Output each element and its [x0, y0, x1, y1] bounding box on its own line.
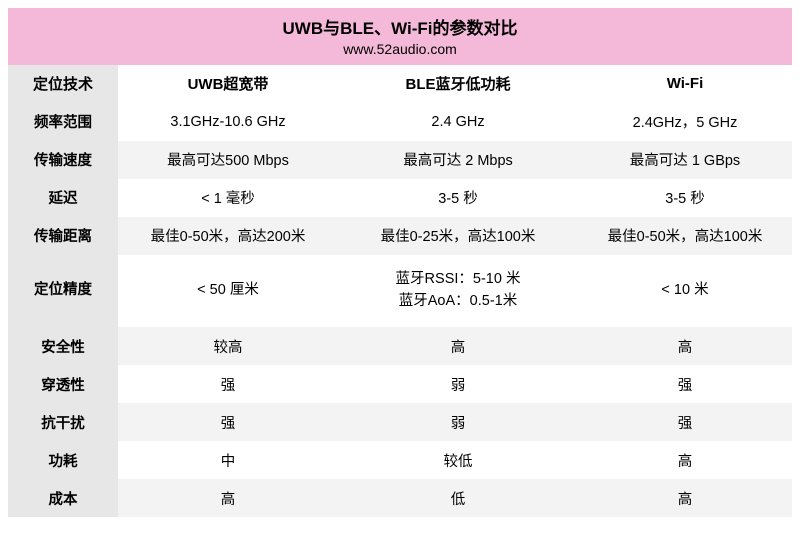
- table-cell: 较高: [118, 327, 338, 365]
- table-cell: 弱: [338, 365, 578, 403]
- table-row: 传输速度最高可达500 Mbps最高可达 2 Mbps最高可达 1 GBps: [8, 141, 792, 179]
- comparison-table: UWB与BLE、Wi-Fi的参数对比 www.52audio.com 定位技术 …: [8, 8, 792, 518]
- table-cell: 最佳0-50米，高达200米: [118, 217, 338, 255]
- table-cell: 高: [118, 479, 338, 517]
- table-row: 定位精度< 50 厘米蓝牙RSSI：5-10 米蓝牙AoA：0.5-1米< 10…: [8, 255, 792, 328]
- row-label: 抗干扰: [8, 403, 118, 441]
- table-cell: 最高可达 1 GBps: [578, 141, 792, 179]
- row-label: 功耗: [8, 441, 118, 479]
- col-header-uwb: UWB超宽带: [118, 65, 338, 103]
- col-header-label: 定位技术: [8, 65, 118, 103]
- table-cell: 强: [118, 403, 338, 441]
- table-cell: 中: [118, 441, 338, 479]
- col-header-ble: BLE蓝牙低功耗: [338, 65, 578, 103]
- row-label: 传输速度: [8, 141, 118, 179]
- table-row: 功耗中较低高: [8, 441, 792, 479]
- table-cell: 强: [578, 365, 792, 403]
- table-cell: < 1 毫秒: [118, 179, 338, 217]
- table-cell: 高: [578, 479, 792, 517]
- table-cell: 3.1GHz-10.6 GHz: [118, 103, 338, 141]
- table-cell: 最佳0-50米，高达100米: [578, 217, 792, 255]
- table-cell: 强: [578, 403, 792, 441]
- table-cell: 最高可达500 Mbps: [118, 141, 338, 179]
- table-cell: 最佳0-25米，高达100米: [338, 217, 578, 255]
- table-row: 成本高低高: [8, 479, 792, 517]
- table-cell: 高: [578, 327, 792, 365]
- row-label: 定位精度: [8, 255, 118, 328]
- table-cell: 最高可达 2 Mbps: [338, 141, 578, 179]
- subtitle-row: www.52audio.com: [8, 41, 792, 65]
- table-cell: 3-5 秒: [578, 179, 792, 217]
- table-cell: 2.4 GHz: [338, 103, 578, 141]
- table-title: UWB与BLE、Wi-Fi的参数对比: [8, 8, 792, 41]
- table-cell: 2.4GHz，5 GHz: [578, 103, 792, 141]
- col-header-wifi: Wi-Fi: [578, 65, 792, 103]
- table-row: 穿透性强弱强: [8, 365, 792, 403]
- table-cell: 高: [338, 327, 578, 365]
- table-cell: 3-5 秒: [338, 179, 578, 217]
- row-label: 成本: [8, 479, 118, 517]
- table-row: 传输距离最佳0-50米，高达200米最佳0-25米，高达100米最佳0-50米，…: [8, 217, 792, 255]
- column-header-row: 定位技术 UWB超宽带 BLE蓝牙低功耗 Wi-Fi: [8, 65, 792, 103]
- row-label: 延迟: [8, 179, 118, 217]
- title-row: UWB与BLE、Wi-Fi的参数对比: [8, 8, 792, 41]
- table-row: 延迟< 1 毫秒3-5 秒3-5 秒: [8, 179, 792, 217]
- table-subtitle: www.52audio.com: [8, 41, 792, 65]
- row-label: 穿透性: [8, 365, 118, 403]
- table-cell: < 10 米: [578, 255, 792, 328]
- row-label: 传输距离: [8, 217, 118, 255]
- table-cell: 高: [578, 441, 792, 479]
- comparison-table-container: UWB与BLE、Wi-Fi的参数对比 www.52audio.com 定位技术 …: [0, 0, 800, 558]
- table-cell: 弱: [338, 403, 578, 441]
- table-row: 安全性较高高高: [8, 327, 792, 365]
- row-label: 安全性: [8, 327, 118, 365]
- table-row: 频率范围3.1GHz-10.6 GHz2.4 GHz2.4GHz，5 GHz: [8, 103, 792, 141]
- table-cell: 低: [338, 479, 578, 517]
- table-cell: 较低: [338, 441, 578, 479]
- table-cell: 强: [118, 365, 338, 403]
- table-cell: 蓝牙RSSI：5-10 米蓝牙AoA：0.5-1米: [338, 255, 578, 328]
- table-row: 抗干扰强弱强: [8, 403, 792, 441]
- table-cell: < 50 厘米: [118, 255, 338, 328]
- row-label: 频率范围: [8, 103, 118, 141]
